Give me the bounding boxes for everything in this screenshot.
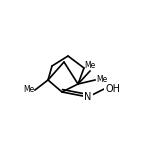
Text: Me: Me [96,76,107,85]
Text: Me: Me [23,85,34,95]
Text: N: N [84,92,92,102]
Text: Me: Me [84,61,96,70]
Text: OH: OH [105,84,120,94]
